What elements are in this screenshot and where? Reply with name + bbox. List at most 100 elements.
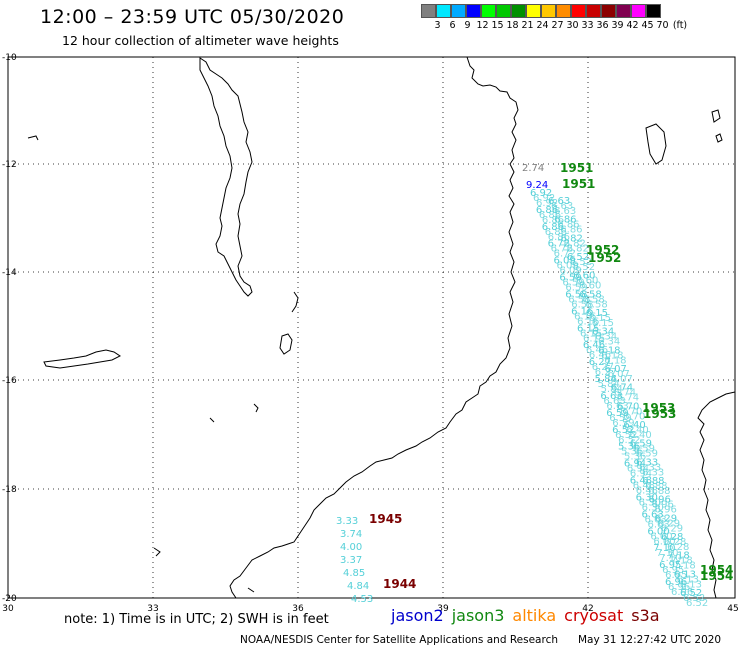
shoreline-fragment	[253, 403, 259, 413]
track-value: 6.52	[683, 593, 705, 604]
track-value: 6.27	[589, 357, 611, 368]
track-value: 6.94	[624, 459, 646, 470]
color-scale-labels: 3 6 9 12 15 18 21 24 27 30 33 36 39 42 45 70 (ft)	[430, 20, 690, 31]
track-value: 6.34	[595, 332, 617, 343]
track-value: 6.52	[612, 425, 634, 436]
lat-tick-label: -12	[2, 160, 17, 170]
satellite-legend-jason3: jason3	[451, 606, 505, 625]
track-value: 6.60	[573, 271, 595, 282]
track-value: 6.82	[567, 243, 589, 254]
track-value: 6.09	[556, 261, 578, 272]
color-scale-swatch	[451, 4, 466, 18]
track-value: 6.46	[589, 350, 611, 361]
island	[715, 133, 723, 143]
track-value: 6.07	[608, 369, 630, 380]
color-scale-label: 12	[476, 20, 489, 31]
color-scale-swatch	[631, 4, 646, 18]
color-scale-swatch	[421, 4, 436, 18]
track-value: 6.96	[655, 505, 677, 516]
footer-credit: NOAA/NESDIS Center for Satellite Applica…	[240, 634, 558, 646]
track-value: 6.16	[571, 306, 593, 317]
track-value: 6.63	[642, 509, 664, 520]
swh-value: 4.84	[347, 581, 369, 592]
track-value: 6.58	[582, 294, 604, 305]
color-scale-swatch	[436, 4, 451, 18]
track-value: 6.59	[612, 418, 634, 429]
color-scale-swatch	[511, 4, 526, 18]
track-value: 6.52	[618, 435, 640, 446]
satellite-legend-altika: altika	[512, 606, 557, 625]
shoreline-fragment	[247, 587, 255, 593]
track-value: 6.34	[598, 337, 620, 348]
track-value: 6.16	[574, 311, 596, 322]
color-scale-label: 15	[491, 20, 504, 31]
lon-tick-label: 45	[727, 604, 738, 614]
swh-value: 4.85	[343, 568, 365, 579]
coastline-mainland	[229, 56, 519, 599]
track-value: 6.00	[653, 536, 675, 547]
track-value: 6.72	[554, 249, 576, 260]
track-value: 6.88	[642, 476, 664, 487]
color-scale-label: 3	[434, 20, 441, 31]
track-value: 5.36	[618, 442, 640, 453]
track-value: 6.70	[620, 406, 642, 417]
color-scale-swatch	[481, 4, 496, 18]
track-value: 5.36	[621, 447, 643, 458]
track-value: 6.86	[557, 220, 579, 231]
color-scale-label: 9	[464, 20, 471, 31]
swh-value: 3.33	[336, 516, 358, 527]
color-scale-swatches	[421, 4, 690, 18]
lat-tick-label: -10	[2, 53, 17, 63]
track-value: 6.18	[598, 345, 620, 356]
lon-tick-label: 39	[437, 604, 449, 614]
track-value: 6.72	[551, 244, 573, 255]
color-scale-label: 36	[596, 20, 609, 31]
track-value: 6.92	[533, 193, 555, 204]
lat-tick-label: -14	[2, 268, 17, 278]
track-value: 6.59	[609, 413, 631, 424]
lon-tick-label: 30	[2, 604, 14, 614]
track-value: 7.18	[667, 551, 689, 562]
track-value: 6.60	[576, 276, 598, 287]
track-value: 6.63	[551, 201, 573, 212]
track-value: 6.86	[542, 215, 564, 226]
track-value: 6.15	[580, 328, 602, 339]
track-value: 7.10	[653, 543, 675, 554]
color-scale-swatch	[466, 4, 481, 18]
color-scale-label: 39	[611, 20, 624, 31]
lat-tick-label: -16	[2, 376, 17, 386]
color-scale-swatch	[541, 4, 556, 18]
track-value: 6.94	[627, 464, 649, 475]
track-value: 6.86	[542, 222, 564, 233]
swh-value: 2.74	[522, 163, 544, 174]
track-value: 6.74	[614, 388, 636, 399]
track-value: 6.86	[536, 205, 558, 216]
track-value: 6.63	[648, 519, 670, 530]
track-value: 6.59	[630, 439, 652, 450]
track-value: 6.34	[592, 327, 614, 338]
track-value: 6.88	[648, 486, 670, 497]
lon-tick-label: 42	[582, 604, 593, 614]
color-scale-label: 24	[536, 20, 549, 31]
track-value: 6.60	[579, 281, 601, 292]
overlay-labels: 2.749.2419511951195219521953195319541954…	[336, 161, 733, 605]
pass-time-label: 1944	[383, 577, 416, 591]
color-scale-swatch	[571, 4, 586, 18]
swh-value: 3.37	[340, 555, 362, 566]
track-value: 6.29	[661, 523, 683, 534]
track-value: 6.70	[617, 401, 639, 412]
color-scale-swatch	[526, 4, 541, 18]
track-value: 7.18	[673, 561, 695, 572]
track-value: 6.52	[573, 262, 595, 273]
track-value: 6.95	[662, 565, 684, 576]
track-value: 6.86	[548, 232, 570, 243]
island	[711, 109, 721, 123]
track-value: 6.95	[659, 560, 681, 571]
track-value: 6.30	[639, 497, 661, 508]
track-value: 6.33	[642, 467, 664, 478]
pass-time-label: 1951	[560, 161, 593, 175]
track-value: 6.13	[677, 574, 699, 585]
track-value: 6.59	[636, 449, 658, 460]
track-value: 5.84	[601, 384, 623, 395]
track-value: 6.30	[642, 502, 664, 513]
